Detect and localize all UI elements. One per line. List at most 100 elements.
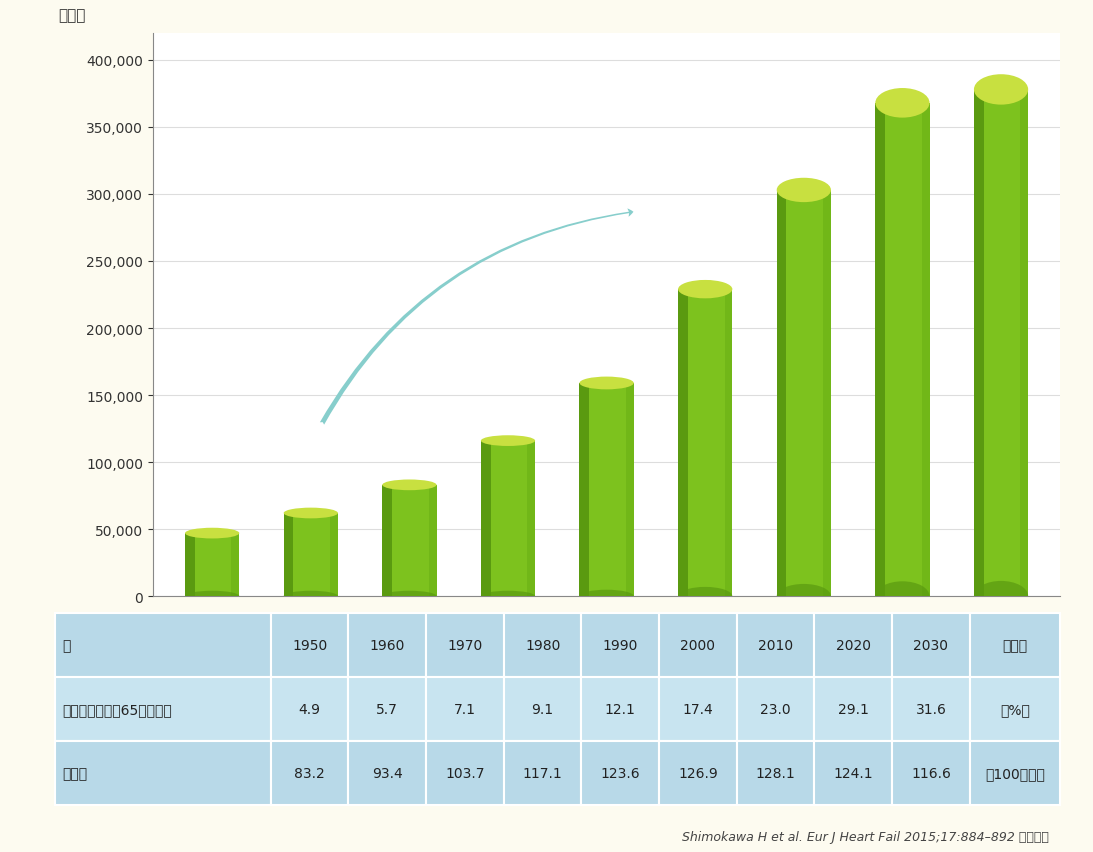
- Bar: [814, 741, 892, 805]
- Ellipse shape: [383, 591, 436, 602]
- Bar: [383, 486, 436, 596]
- Ellipse shape: [777, 584, 831, 608]
- Ellipse shape: [481, 591, 536, 602]
- Bar: [426, 677, 504, 741]
- Text: 83.2: 83.2: [294, 766, 325, 780]
- Bar: [969, 613, 1060, 677]
- Text: （%）: （%）: [1000, 702, 1030, 717]
- Bar: [777, 191, 831, 596]
- Ellipse shape: [777, 179, 831, 203]
- Bar: [426, 741, 504, 805]
- Bar: [581, 741, 659, 805]
- Ellipse shape: [579, 590, 634, 602]
- Bar: [428, 486, 436, 596]
- Text: 12.1: 12.1: [604, 702, 636, 717]
- Bar: [527, 441, 536, 596]
- Bar: [659, 677, 737, 741]
- Bar: [579, 383, 634, 596]
- Text: 7.1: 7.1: [454, 702, 475, 717]
- Bar: [504, 613, 581, 677]
- Bar: [55, 613, 271, 677]
- Text: 2030: 2030: [914, 638, 949, 653]
- Bar: [330, 514, 338, 596]
- Bar: [271, 677, 349, 741]
- Bar: [725, 290, 732, 596]
- Bar: [55, 741, 271, 805]
- Bar: [349, 741, 426, 805]
- Text: 128.1: 128.1: [755, 766, 796, 780]
- Bar: [383, 486, 392, 596]
- Bar: [678, 290, 732, 596]
- Bar: [875, 104, 929, 596]
- Bar: [814, 613, 892, 677]
- Text: 17.4: 17.4: [682, 702, 714, 717]
- Ellipse shape: [383, 480, 436, 491]
- Bar: [921, 104, 929, 596]
- Bar: [232, 533, 239, 596]
- Text: 4.9: 4.9: [298, 702, 320, 717]
- Text: 2010: 2010: [759, 638, 794, 653]
- Ellipse shape: [875, 89, 929, 118]
- Text: 1990: 1990: [602, 638, 638, 653]
- Text: 29.1: 29.1: [838, 702, 869, 717]
- Bar: [892, 741, 969, 805]
- Text: （100万人）: （100万人）: [985, 766, 1045, 780]
- Text: 117.1: 117.1: [522, 766, 563, 780]
- Bar: [814, 677, 892, 741]
- Bar: [504, 741, 581, 805]
- Text: 23.0: 23.0: [761, 702, 791, 717]
- Ellipse shape: [185, 528, 239, 538]
- Ellipse shape: [481, 435, 536, 446]
- Text: 総人口: 総人口: [62, 766, 87, 780]
- Bar: [875, 104, 885, 596]
- Text: 2020: 2020: [836, 638, 871, 653]
- Ellipse shape: [185, 591, 239, 602]
- Bar: [481, 441, 491, 596]
- Bar: [271, 741, 349, 805]
- Text: 103.7: 103.7: [445, 766, 484, 780]
- Bar: [349, 677, 426, 741]
- Text: 93.4: 93.4: [372, 766, 402, 780]
- Bar: [271, 613, 349, 677]
- Text: （年）: （年）: [1002, 638, 1027, 653]
- Ellipse shape: [678, 280, 732, 299]
- Bar: [426, 613, 504, 677]
- Text: 116.6: 116.6: [910, 766, 951, 780]
- Bar: [481, 441, 536, 596]
- Text: 年: 年: [62, 638, 71, 653]
- Bar: [579, 383, 589, 596]
- Bar: [969, 741, 1060, 805]
- Bar: [892, 613, 969, 677]
- Ellipse shape: [875, 582, 929, 611]
- Bar: [737, 741, 814, 805]
- Bar: [349, 613, 426, 677]
- Bar: [1021, 90, 1029, 596]
- Bar: [737, 677, 814, 741]
- Bar: [659, 613, 737, 677]
- Bar: [659, 741, 737, 805]
- Bar: [823, 191, 831, 596]
- Text: 123.6: 123.6: [600, 766, 640, 780]
- Bar: [504, 677, 581, 741]
- Text: 124.1: 124.1: [834, 766, 873, 780]
- Text: 5.7: 5.7: [376, 702, 398, 717]
- Bar: [737, 613, 814, 677]
- Ellipse shape: [974, 75, 1029, 106]
- Ellipse shape: [284, 508, 338, 519]
- Text: Shimokawa H et al. Eur J Heart Fail 2015;17:884–892 より改変: Shimokawa H et al. Eur J Heart Fail 2015…: [682, 831, 1049, 843]
- Ellipse shape: [678, 587, 732, 606]
- Text: （人）: （人）: [58, 8, 85, 23]
- Bar: [284, 514, 293, 596]
- Bar: [626, 383, 634, 596]
- Text: 9.1: 9.1: [531, 702, 554, 717]
- Text: 1960: 1960: [369, 638, 406, 653]
- Bar: [581, 613, 659, 677]
- Bar: [678, 290, 687, 596]
- Text: 126.9: 126.9: [678, 766, 718, 780]
- Bar: [974, 90, 1029, 596]
- Text: 2000: 2000: [681, 638, 716, 653]
- Text: 1980: 1980: [525, 638, 561, 653]
- Bar: [185, 533, 239, 596]
- Ellipse shape: [579, 377, 634, 390]
- Bar: [892, 677, 969, 741]
